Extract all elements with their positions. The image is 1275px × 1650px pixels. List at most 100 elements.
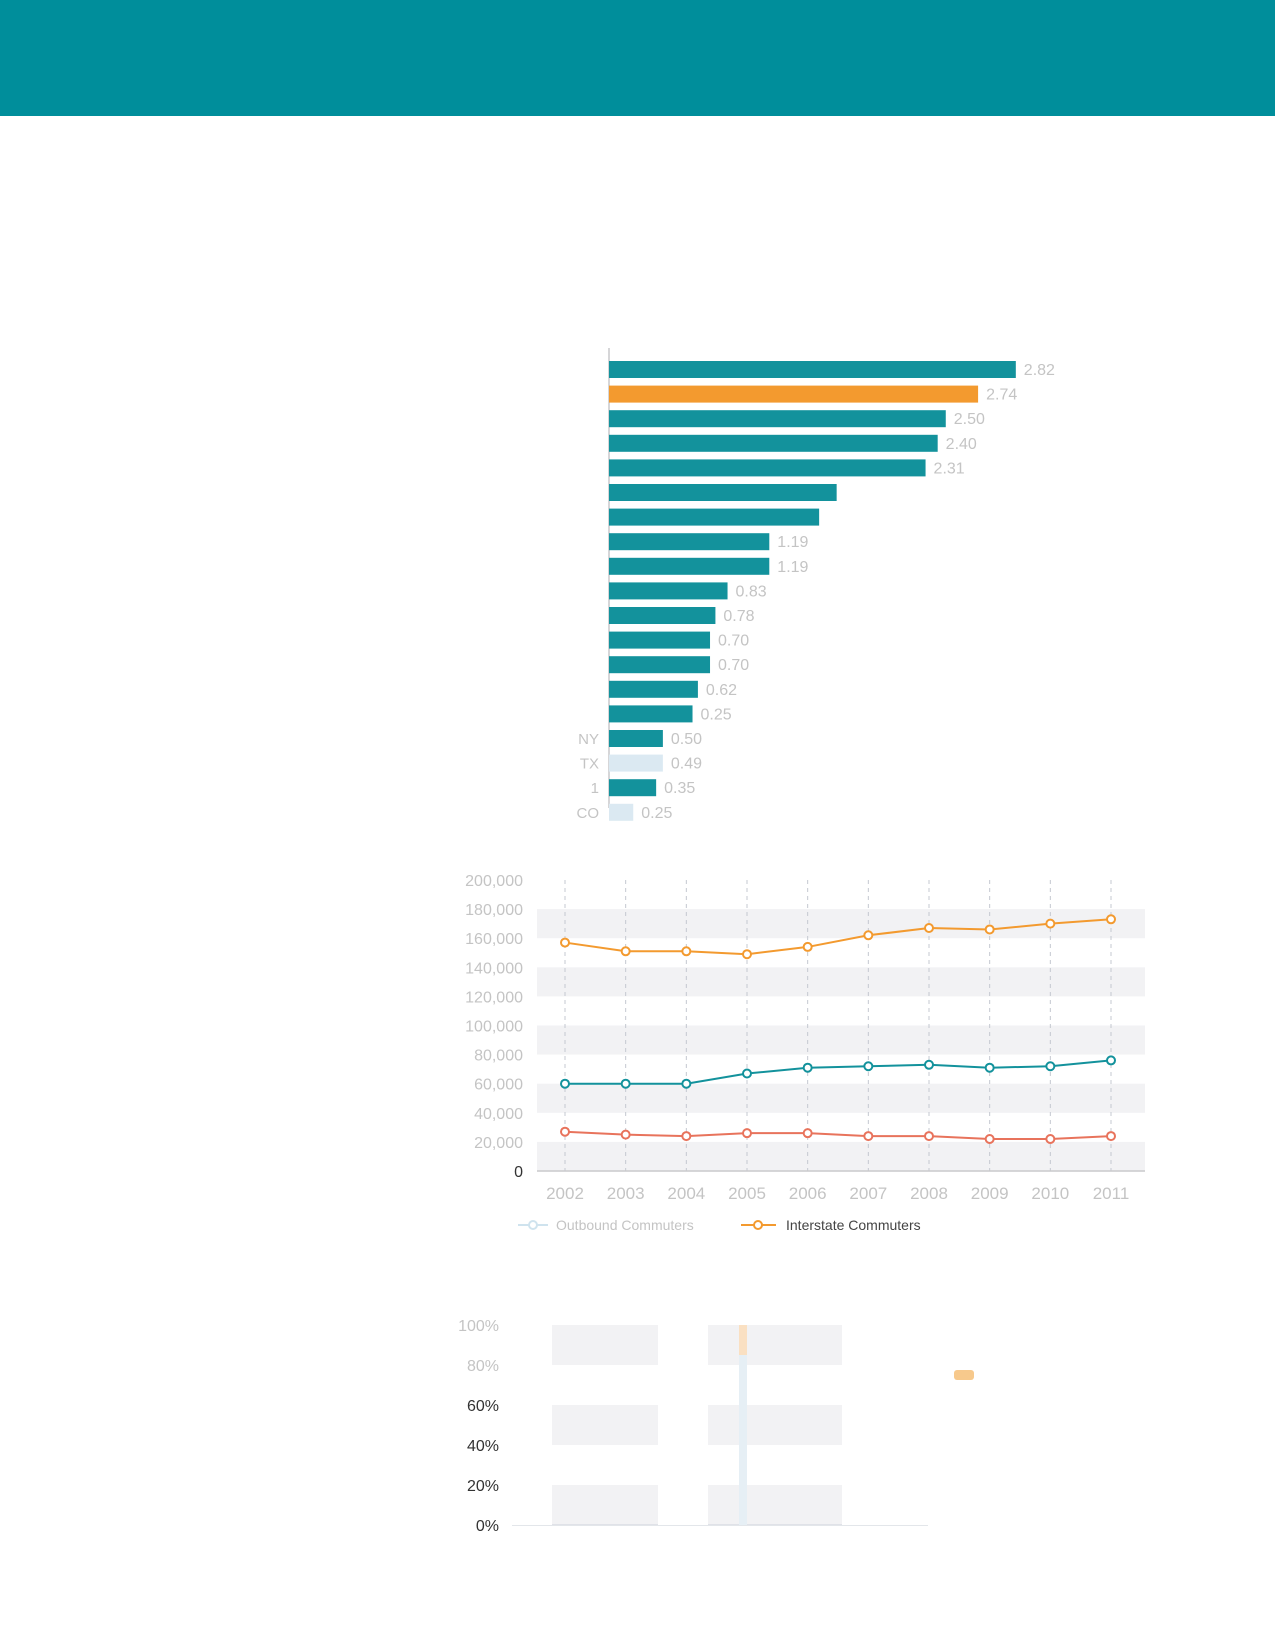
legend-dot-interstate — [753, 1220, 763, 1230]
y-tick-label-8: 40,000 — [474, 1106, 523, 1123]
series-line-outbound — [565, 1059, 1112, 1085]
bar-value-label-9: 0.83 — [736, 583, 767, 600]
point-outbound-3 — [742, 1068, 752, 1079]
legend-swatch-faint — [954, 1370, 974, 1380]
bar-9 — [609, 582, 728, 600]
bar-value-label-1: 2.74 — [986, 387, 1017, 404]
bar-10 — [609, 607, 716, 624]
series-line-interstate — [564, 918, 1112, 956]
point-outbound-6 — [924, 1059, 934, 1070]
x-tick-label-9: 2011 — [1093, 1184, 1130, 1203]
bar-11 — [609, 631, 711, 649]
y3-tick-label-2: 60% — [467, 1398, 499, 1415]
point-outbound-2 — [681, 1078, 692, 1089]
column-gap-0 — [512, 1325, 552, 1525]
point-interstate-0 — [560, 937, 570, 948]
bar-value-label-4: 2.31 — [934, 460, 965, 477]
legend-dot-outbound — [528, 1220, 538, 1230]
bar-4 — [609, 459, 926, 477]
point-interstate-7 — [984, 924, 995, 935]
x-tick-label-0: 2002 — [546, 1184, 584, 1203]
bar-value-label-12: 0.70 — [718, 657, 749, 674]
bar-3 — [609, 434, 938, 452]
faint-segment-blue — [739, 1355, 747, 1525]
bar-12 — [609, 656, 711, 674]
bar-16 — [609, 754, 663, 772]
bar-14 — [609, 705, 693, 723]
bar-value-label-15: 0.50 — [671, 731, 702, 748]
y-tick-label-5: 100,000 — [465, 1019, 523, 1036]
bar-value-label-11: 0.70 — [718, 633, 749, 650]
bar-17 — [609, 779, 657, 797]
column-gap-1 — [658, 1325, 708, 1525]
point-outbound-5 — [863, 1061, 874, 1072]
y-tick-label-7: 60,000 — [474, 1077, 523, 1094]
legend-label-interstate: Interstate Commuters — [786, 1217, 921, 1233]
point-interstate-9 — [1106, 914, 1116, 925]
bar-value-label-10: 0.78 — [723, 608, 754, 625]
x-tick-label-8: 2010 — [1031, 1184, 1069, 1203]
point-interstate-4 — [802, 941, 813, 952]
bar-6 — [609, 508, 820, 526]
bar-category-label-16: TX — [580, 756, 599, 773]
bar-15 — [609, 730, 663, 747]
point-third-0 — [560, 1126, 570, 1137]
bar-value-label-0: 2.82 — [1024, 362, 1055, 379]
y-tick-label-0: 200,000 — [465, 873, 523, 890]
x-tick-label-3: 2005 — [728, 1184, 766, 1203]
point-third-8 — [1045, 1133, 1056, 1144]
bar-8 — [609, 557, 770, 575]
line-chart-commuters: 200,000 180,000 160,000 140,000 120,000 100,0… — [465, 873, 1145, 1233]
y-tick-label-6: 80,000 — [474, 1048, 523, 1065]
point-outbound-8 — [1045, 1061, 1056, 1072]
faint-segment-orange — [739, 1325, 747, 1355]
point-interstate-6 — [924, 923, 934, 934]
x-tick-label-5: 2007 — [849, 1184, 887, 1203]
point-outbound-7 — [984, 1062, 995, 1073]
stacked-percent-chart: 100% 80% 60% 40% 20% 0% — [458, 1318, 974, 1535]
point-interstate-5 — [863, 930, 874, 941]
point-third-9 — [1106, 1131, 1116, 1142]
point-third-4 — [802, 1128, 813, 1139]
bar-value-label-8: 1.19 — [777, 559, 808, 576]
point-interstate-8 — [1045, 918, 1056, 929]
x-tick-label-4: 2006 — [789, 1184, 827, 1203]
bar-2 — [609, 410, 946, 428]
point-third-5 — [863, 1131, 874, 1142]
gridband-4 — [537, 1025, 1145, 1055]
y3-tick-label-1: 80% — [467, 1358, 499, 1375]
point-third-1 — [620, 1129, 631, 1140]
y3-tick-label-0: 100% — [458, 1318, 499, 1335]
y-tick-label-1: 180,000 — [465, 902, 523, 919]
bar-category-label-18: CO — [577, 805, 600, 822]
x-tick-label-6: 2008 — [910, 1184, 948, 1203]
bar-value-label-3: 2.40 — [946, 436, 977, 453]
point-interstate-3 — [742, 949, 752, 960]
point-outbound-1 — [620, 1078, 631, 1089]
bar-chart-ranking: 2.82 2.742.50 2.40 2.31 1.19 1.19 0.83 0.78 0.70… — [577, 348, 1055, 822]
point-interstate-2 — [681, 946, 692, 957]
series-line-third — [564, 1130, 1112, 1140]
y3-tick-label-4: 20% — [467, 1478, 499, 1495]
bar-7 — [609, 533, 770, 551]
legend-label-outbound: Outbound Commuters — [556, 1217, 694, 1233]
bar-18 — [609, 803, 634, 821]
x-tick-label-2: 2004 — [667, 1184, 705, 1203]
bar-value-label-2: 2.50 — [954, 411, 985, 428]
bar-5 — [609, 484, 837, 501]
column-gap-2 — [842, 1325, 928, 1525]
gridband-8 — [537, 1141, 1145, 1171]
bar-category-label-17: 1 — [591, 780, 599, 797]
point-outbound-9 — [1106, 1055, 1116, 1066]
gridband-6 — [537, 1083, 1145, 1113]
x-tick-label-7: 2009 — [971, 1184, 1009, 1203]
point-outbound-0 — [560, 1078, 570, 1089]
y-tick-label-3: 140,000 — [465, 960, 523, 977]
y-tick-label-4: 120,000 — [465, 989, 523, 1006]
point-outbound-4 — [802, 1062, 813, 1073]
bar-13 — [609, 680, 698, 698]
bar-0 — [609, 361, 1016, 378]
bar-value-label-14: 0.25 — [701, 706, 732, 723]
y-tick-label-10: 0 — [514, 1164, 523, 1181]
point-third-3 — [742, 1128, 752, 1139]
